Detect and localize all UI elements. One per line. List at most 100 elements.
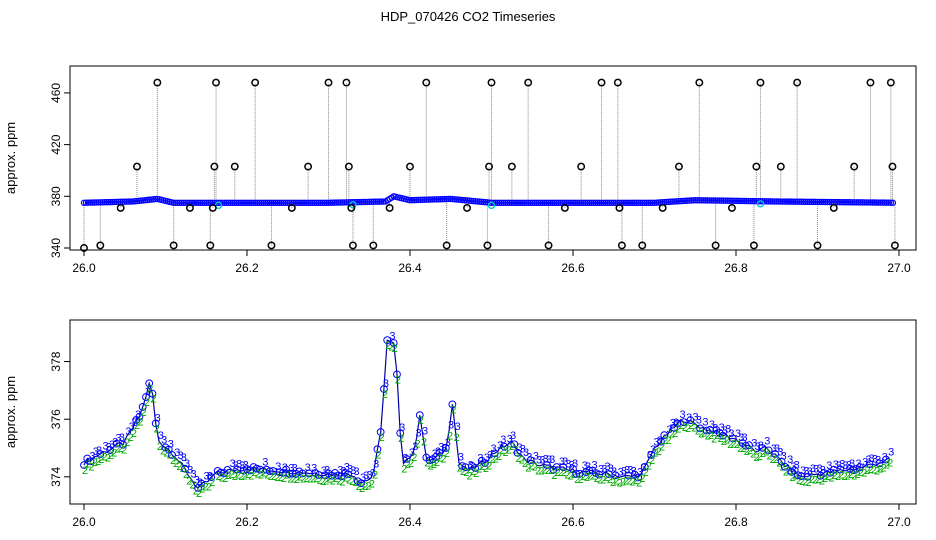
marker-circle (142, 393, 150, 401)
filtered-point (863, 199, 870, 206)
marker-label-2: 2 (398, 433, 404, 445)
filtered-point (335, 199, 342, 206)
raw-outlier-point (347, 203, 356, 212)
marker-label-3: 3 (412, 441, 418, 453)
filtered-point (533, 199, 540, 206)
filtered-point (771, 198, 778, 205)
concentration-markers: 2223232322323232323232232323232223222323… (80, 330, 894, 500)
filtered-point (814, 198, 821, 206)
marker-label-2: 2 (744, 446, 750, 458)
marker-label-2: 2 (581, 471, 587, 483)
filtered-point (763, 198, 770, 205)
marker-label-2: 2 (326, 473, 332, 485)
top-y-axis-label: approx. ppm (3, 122, 18, 194)
marker-label-3: 3 (546, 454, 552, 466)
marker-label-3: 3 (442, 442, 448, 454)
filtered-point (808, 198, 815, 206)
filtered-point (673, 198, 681, 205)
marker-label-3: 3 (321, 465, 327, 477)
marker-label-2: 2 (463, 467, 469, 479)
filtered-point (645, 199, 652, 206)
marker-label-3: 3 (262, 456, 268, 468)
marker-label-3: 3 (455, 421, 461, 433)
filtered-point (258, 199, 265, 206)
marker-label-2: 2 (679, 420, 685, 432)
marker-label-2: 2 (372, 469, 378, 481)
filtered-point (547, 199, 554, 206)
filtered-point (779, 198, 787, 205)
y-tick-label: 376 (49, 409, 63, 429)
filtered-point (834, 198, 842, 206)
marker-label-2: 2 (421, 437, 427, 449)
marker-circle (344, 470, 352, 479)
marker-label-2: 2 (783, 467, 789, 479)
filtered-point (586, 199, 593, 206)
filtered-point (651, 199, 658, 206)
marker-label-3: 3 (500, 434, 506, 446)
marker-label-2: 2 (388, 341, 394, 353)
marker-circle (393, 370, 401, 379)
filtered-point (590, 199, 597, 206)
marker-circle (396, 429, 405, 438)
marker-label-3: 3 (445, 437, 451, 449)
filtered-point (380, 198, 387, 205)
filtered-point (99, 199, 106, 206)
marker-label-3: 3 (843, 460, 849, 472)
filtered-point (588, 199, 595, 206)
marker-label-3: 3 (197, 477, 203, 489)
marker-label-2: 2 (555, 467, 561, 479)
raw-outlier-point (597, 78, 606, 87)
marker-label-3: 3 (862, 456, 868, 468)
filtered-point (127, 198, 135, 205)
marker-label-3: 3 (490, 443, 496, 455)
marker-label-2: 2 (98, 454, 104, 466)
marker-label-2: 2 (538, 466, 544, 478)
marker-circle (585, 466, 594, 475)
marker-label-3: 3 (712, 422, 718, 434)
filtered-point (119, 198, 126, 205)
marker-label-2: 2 (225, 470, 231, 482)
raw-outlier-point (524, 78, 533, 87)
marker-label-2: 2 (884, 460, 890, 472)
filtered-point (767, 198, 774, 205)
filtered-point (612, 199, 619, 206)
marker-circle (275, 468, 284, 477)
raw-outlier-point (212, 78, 220, 87)
marker-label-3: 3 (158, 430, 164, 442)
filtered-point (855, 199, 862, 206)
marker-label-2: 2 (353, 477, 359, 489)
marker-label-2: 2 (483, 463, 489, 475)
marker-label-2: 2 (392, 343, 398, 355)
marker-label-2: 2 (838, 470, 844, 482)
marker-label-2: 2 (294, 474, 300, 486)
marker-label-2: 2 (434, 457, 440, 469)
filtered-point (887, 199, 895, 206)
filtered-point (795, 198, 803, 205)
marker-label-3: 3 (536, 455, 542, 467)
filtered-point (620, 199, 628, 206)
filtered-point (274, 199, 281, 206)
filtered-point (245, 199, 253, 206)
marker-label-2: 2 (242, 471, 248, 483)
marker-label-2: 2 (692, 423, 698, 435)
marker-label-2: 2 (815, 474, 821, 486)
marker-circle (471, 464, 480, 472)
marker-label-2: 2 (366, 480, 372, 492)
filtered-point (573, 199, 581, 206)
filtered-point (527, 199, 534, 206)
filtered-point (720, 197, 727, 204)
filtered-point (812, 198, 819, 206)
filtered-point (712, 197, 719, 204)
filtered-point (584, 199, 591, 206)
marker-label-3: 3 (738, 432, 744, 444)
filtered-point (781, 198, 789, 205)
marker-circle (106, 446, 114, 454)
marker-label-3: 3 (497, 440, 503, 452)
marker-label-3: 3 (673, 417, 679, 429)
filtered-point (726, 197, 734, 204)
marker-label-2: 2 (304, 473, 310, 485)
marker-circle (803, 472, 812, 481)
filtered-point (329, 199, 336, 206)
raw-outlier-point (230, 162, 239, 171)
marker-label-2: 2 (802, 476, 808, 488)
